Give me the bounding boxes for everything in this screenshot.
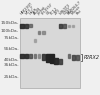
Text: 150kDa-: 150kDa- [1, 21, 19, 25]
Text: 75kDa-: 75kDa- [4, 36, 19, 40]
Text: A549: A549 [32, 7, 42, 16]
Text: HEK293T: HEK293T [20, 2, 34, 16]
Bar [20, 18, 80, 88]
Bar [63, 24, 66, 28]
Text: 35kDa-: 35kDa- [4, 63, 19, 67]
Bar [29, 54, 32, 58]
Text: Rat: Rat [75, 9, 82, 16]
Text: 55kDa-: 55kDa- [4, 47, 19, 51]
Bar [20, 24, 24, 28]
Text: 293: 293 [54, 8, 61, 16]
Bar [20, 54, 24, 58]
Bar [59, 59, 62, 65]
Bar [68, 25, 70, 27]
Bar [68, 54, 70, 58]
Bar [42, 54, 45, 60]
Text: 25kDa-: 25kDa- [4, 75, 19, 79]
Text: MCF-7: MCF-7 [24, 5, 35, 16]
Text: 40kDa-: 40kDa- [4, 58, 19, 62]
Text: PC12: PC12 [50, 7, 59, 16]
Text: HeLa: HeLa [28, 7, 37, 16]
Bar [29, 24, 32, 27]
Text: SH-SY5Y: SH-SY5Y [41, 3, 54, 16]
Bar [46, 54, 50, 62]
Text: COS7: COS7 [62, 6, 72, 16]
Bar [42, 31, 45, 34]
Bar [54, 58, 58, 64]
Bar [72, 25, 74, 27]
Text: C6: C6 [45, 10, 52, 16]
Text: 100kDa-: 100kDa- [1, 29, 19, 33]
Bar [50, 54, 54, 63]
Bar [38, 54, 40, 58]
Text: NIH/3T3: NIH/3T3 [58, 3, 71, 16]
Bar [34, 39, 36, 42]
Bar [72, 55, 75, 60]
Bar [24, 54, 28, 58]
Bar [34, 54, 36, 58]
Text: Mouse: Mouse [71, 5, 82, 16]
Text: Jurkat: Jurkat [37, 6, 47, 16]
Bar [38, 31, 40, 34]
Bar [59, 24, 62, 28]
Text: RAW264.7: RAW264.7 [66, 0, 82, 16]
Bar [24, 24, 28, 28]
Bar [76, 55, 79, 60]
Text: P2RX2: P2RX2 [84, 55, 100, 60]
